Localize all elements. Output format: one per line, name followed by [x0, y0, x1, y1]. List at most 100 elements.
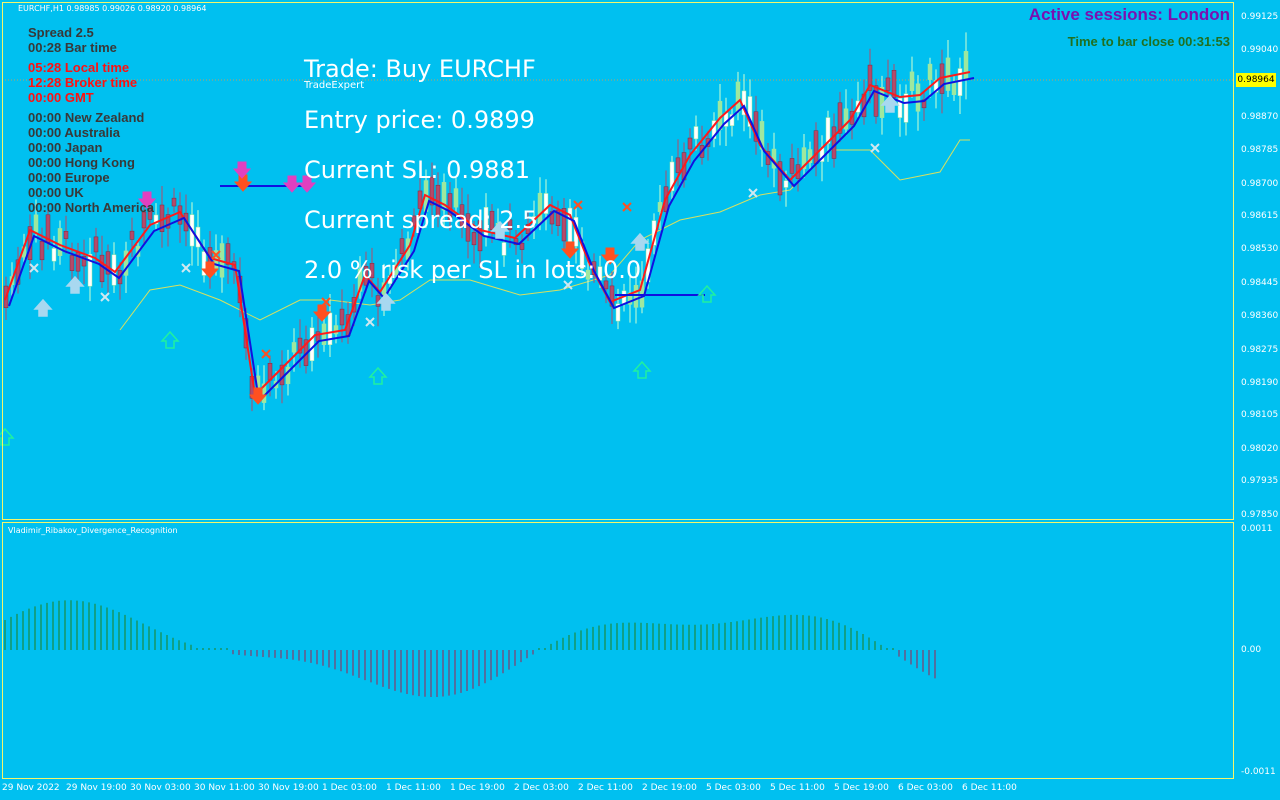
time-tick-label: 6 Dec 11:00: [962, 783, 1017, 793]
entry-price: Entry price: 0.9899: [304, 106, 535, 134]
sell-arrow-icon: [560, 241, 580, 259]
time-to-bar-close: Time to bar close 00:31:53: [1067, 34, 1230, 49]
signal-up-arrow-icon: [697, 284, 717, 303]
time-tick-label: 5 Dec 03:00: [706, 783, 761, 793]
exit-cross-icon: [365, 317, 375, 327]
candle-body: [657, 202, 663, 212]
indicator-frame: [2, 522, 1234, 779]
candle-body: [453, 188, 459, 208]
candle-body: [777, 161, 783, 196]
candle-body: [675, 157, 681, 173]
buy-arrow-icon: [65, 275, 85, 294]
candle-body: [285, 366, 291, 385]
info-line: Spread 2.5: [28, 25, 94, 40]
current-sl: Current SL: 0.9881: [304, 156, 531, 184]
sell-arrow-icon: [600, 247, 620, 265]
indicator-tick-label: 0.0011: [1241, 524, 1273, 534]
expert-name: TradeExpert: [304, 80, 365, 91]
sell-arrow-icon: [200, 261, 220, 279]
risk-lots: 2.0 % risk per SL in lots: 0.0: [304, 256, 642, 284]
signal-down-arrow-icon: [282, 175, 302, 193]
candle-body: [87, 253, 93, 287]
candle-body: [927, 63, 933, 80]
candle-body: [153, 214, 159, 225]
exit-cross-icon: [321, 297, 331, 307]
candle-body: [57, 228, 63, 256]
candle-body: [165, 214, 171, 229]
price-tick-label: 0.98700: [1241, 179, 1279, 189]
time-tick-label: 29 Nov 2022: [2, 783, 60, 793]
candle-body: [867, 64, 873, 91]
signal-up-arrow-icon: [632, 360, 652, 379]
exit-cross-icon: [211, 250, 221, 260]
candle-body: [225, 243, 231, 265]
exit-cross-icon: [29, 263, 39, 273]
info-line: 00:00 UK: [28, 185, 84, 200]
time-tick-label: 2 Dec 11:00: [578, 783, 633, 793]
candle-body: [555, 209, 561, 226]
time-tick-label: 2 Dec 03:00: [514, 783, 569, 793]
candle-body: [339, 308, 345, 326]
candle-body: [825, 117, 831, 144]
candle-body: [903, 93, 909, 123]
signal-down-arrow-icon: [137, 191, 157, 209]
exit-cross-icon: [870, 143, 880, 153]
price-tick-label: 0.99040: [1241, 45, 1279, 55]
candle-body: [693, 126, 699, 140]
trade-direction: Trade: Buy EURCHF: [304, 55, 536, 83]
candle-body: [783, 180, 789, 188]
price-tick-label: 0.97850: [1241, 510, 1279, 520]
main-chart-frame: [2, 2, 1234, 520]
buy-arrow-icon: [630, 232, 650, 251]
candle-body: [897, 97, 903, 118]
info-line: 00:00 Europe: [28, 170, 110, 185]
sell-arrow-icon: [312, 304, 332, 322]
candle-body: [39, 241, 45, 261]
price-tick-label: 0.98020: [1241, 444, 1279, 454]
candle-body: [309, 327, 315, 361]
signal-down-arrow-icon: [297, 175, 317, 193]
time-tick-label: 1 Dec 19:00: [450, 783, 505, 793]
price-tick-label: 0.97935: [1241, 476, 1279, 486]
signal-up-arrow-icon: [0, 427, 15, 446]
candle-body: [633, 285, 639, 308]
buy-arrow-icon: [880, 94, 900, 113]
info-line: 05:28 Local time: [28, 60, 130, 75]
candle-body: [687, 137, 693, 150]
candle-body: [471, 232, 477, 246]
candle-body: [63, 231, 69, 239]
current-price-tag: 0.98964: [1236, 73, 1276, 87]
trailing-stop-line: [119, 139, 970, 331]
candle-body: [69, 255, 75, 271]
sell-arrow-icon: [248, 387, 268, 405]
exit-cross-icon: [563, 280, 573, 290]
sell-arrow-icon: [233, 174, 253, 192]
candle-body: [747, 96, 753, 127]
price-tick-label: 0.98530: [1241, 244, 1279, 254]
price-tick-label: 0.98870: [1241, 112, 1279, 122]
price-tick-label: 0.98275: [1241, 345, 1279, 355]
candle-body: [711, 120, 717, 139]
time-tick-label: 30 Nov 19:00: [258, 783, 319, 793]
candle-body: [615, 303, 621, 322]
candle-body: [585, 269, 591, 280]
info-line: 00:00 GMT: [28, 90, 94, 105]
exit-cross-icon: [100, 292, 110, 302]
candle-body: [915, 83, 921, 112]
candle-body: [489, 210, 495, 231]
price-tick-label: 0.98105: [1241, 410, 1279, 420]
price-tick-label: 0.98190: [1241, 378, 1279, 388]
candle-body: [513, 238, 519, 246]
exit-cross-icon: [261, 349, 271, 359]
time-tick-label: 29 Nov 19:00: [66, 783, 127, 793]
price-tick-label: 0.98615: [1241, 211, 1279, 221]
candle-body: [411, 215, 417, 227]
candle-body: [147, 208, 153, 220]
candle-body: [297, 337, 303, 354]
info-line: 00:00 North America: [28, 200, 154, 215]
indicator-tick-label: -0.0011: [1241, 767, 1276, 777]
signal-down-arrow-icon: [232, 161, 252, 179]
blue-moving-average: [8, 77, 975, 404]
buy-arrow-icon: [490, 220, 510, 239]
